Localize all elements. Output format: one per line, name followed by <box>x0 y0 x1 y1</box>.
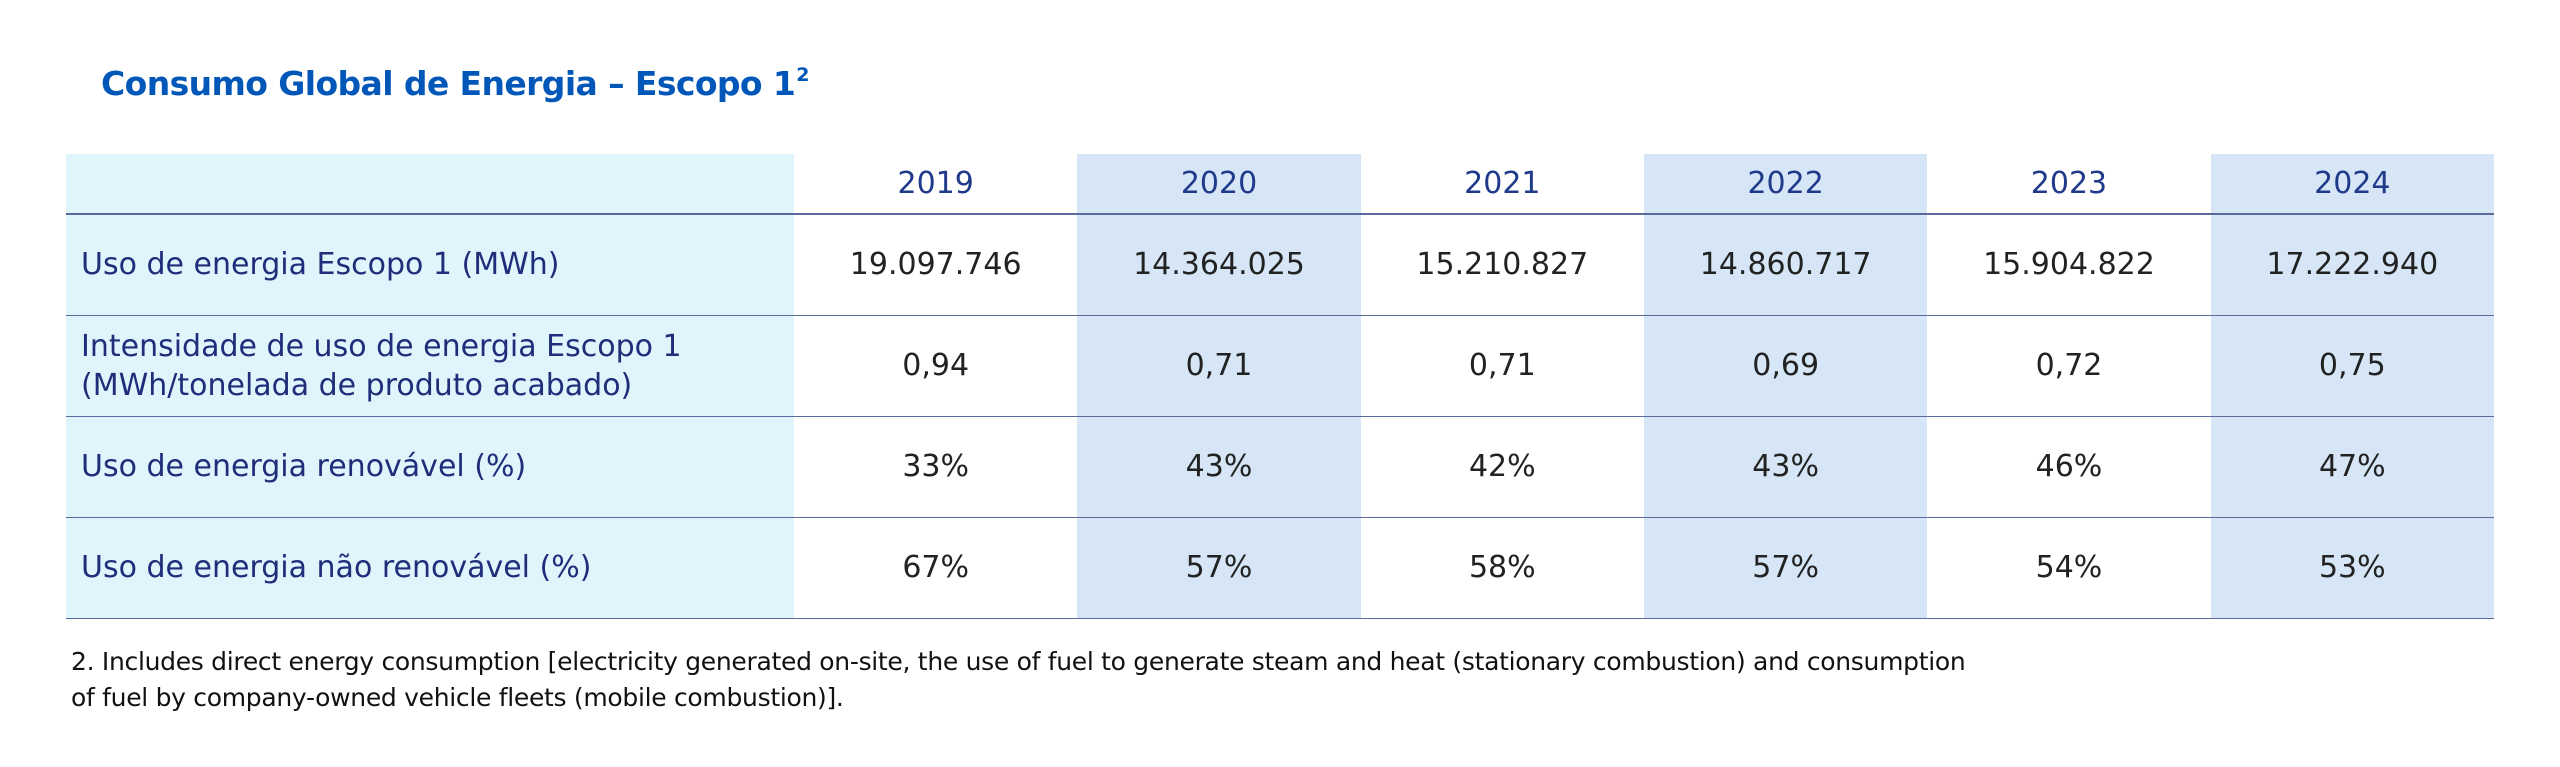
value-cell: 0,69 <box>1643 315 1928 417</box>
value-cell: 0,94 <box>794 315 1078 417</box>
table-row: Intensidade de uso de energia Escopo 1 (M… <box>66 315 2494 417</box>
row-label: Uso de energia renovável (%) <box>66 416 794 518</box>
value-cell: 43% <box>1643 416 1928 518</box>
header-row: 2019 2020 2021 2022 2023 2024 <box>66 154 2494 215</box>
footnote-line: of fuel by company-owned vehicle fleets … <box>71 683 844 712</box>
table-row: Uso de energia renovável (%) 33% 43% 42%… <box>66 416 2494 518</box>
energy-consumption-table: 2019 2020 2021 2022 2023 2024 Uso de ene… <box>66 154 2494 619</box>
row-label-line: Uso de energia renovável (%) <box>81 449 527 484</box>
value-cell: 17.222.940 <box>2210 214 2494 316</box>
value-cell: 19.097.746 <box>794 214 1078 316</box>
row-label-line: Uso de energia não renovável (%) <box>81 550 592 585</box>
table-row: Uso de energia não renovável (%) 67% 57%… <box>66 517 2494 619</box>
value-cell: 0,75 <box>2210 315 2494 417</box>
header-label-cell <box>66 154 794 215</box>
year-header: 2024 <box>2210 154 2494 215</box>
row-label-line: (MWh/tonelada de produto acabado) <box>81 367 633 403</box>
footnote: 2. Includes direct energy consumption [e… <box>71 644 2171 716</box>
value-cell: 54% <box>1927 517 2211 619</box>
value-cell: 47% <box>2210 416 2494 518</box>
value-cell: 14.860.717 <box>1643 214 1928 316</box>
year-header: 2020 <box>1077 154 1361 215</box>
value-cell: 58% <box>1360 517 1644 619</box>
year-header: 2021 <box>1360 154 1644 215</box>
row-label-line: Intensidade de uso de energia Escopo 1 <box>81 328 682 364</box>
value-cell: 43% <box>1077 416 1361 518</box>
value-cell: 33% <box>794 416 1078 518</box>
value-cell: 53% <box>2210 517 2494 619</box>
year-header: 2023 <box>1927 154 2211 215</box>
footnote-line: 2. Includes direct energy consumption [e… <box>71 647 1966 676</box>
value-cell: 0,71 <box>1360 315 1644 417</box>
value-cell: 57% <box>1643 517 1928 619</box>
value-cell: 57% <box>1077 517 1361 619</box>
row-label: Uso de energia não renovável (%) <box>66 517 794 619</box>
value-cell: 42% <box>1360 416 1644 518</box>
row-label-line: Uso de energia Escopo 1 (MWh) <box>81 247 560 283</box>
year-header: 2019 <box>794 154 1078 215</box>
table-title-text: Consumo Global de Energia – Escopo 1 <box>101 64 796 103</box>
row-label: Uso de energia Escopo 1 (MWh) <box>66 214 794 316</box>
value-cell: 0,71 <box>1077 315 1361 417</box>
footnote-marker: 2 <box>796 64 809 86</box>
value-cell: 0,72 <box>1927 315 2211 417</box>
value-cell: 14.364.025 <box>1077 214 1361 316</box>
row-label: Intensidade de uso de energia Escopo 1 (M… <box>66 315 794 417</box>
value-cell: 67% <box>794 517 1078 619</box>
value-cell: 46% <box>1927 416 2211 518</box>
value-cell: 15.210.827 <box>1360 214 1644 316</box>
table-row: Uso de energia Escopo 1 (MWh) 19.097.746… <box>66 214 2494 316</box>
value-cell: 15.904.822 <box>1927 214 2211 316</box>
year-header: 2022 <box>1643 154 1928 215</box>
table-title: Consumo Global de Energia – Escopo 12 <box>101 64 809 103</box>
